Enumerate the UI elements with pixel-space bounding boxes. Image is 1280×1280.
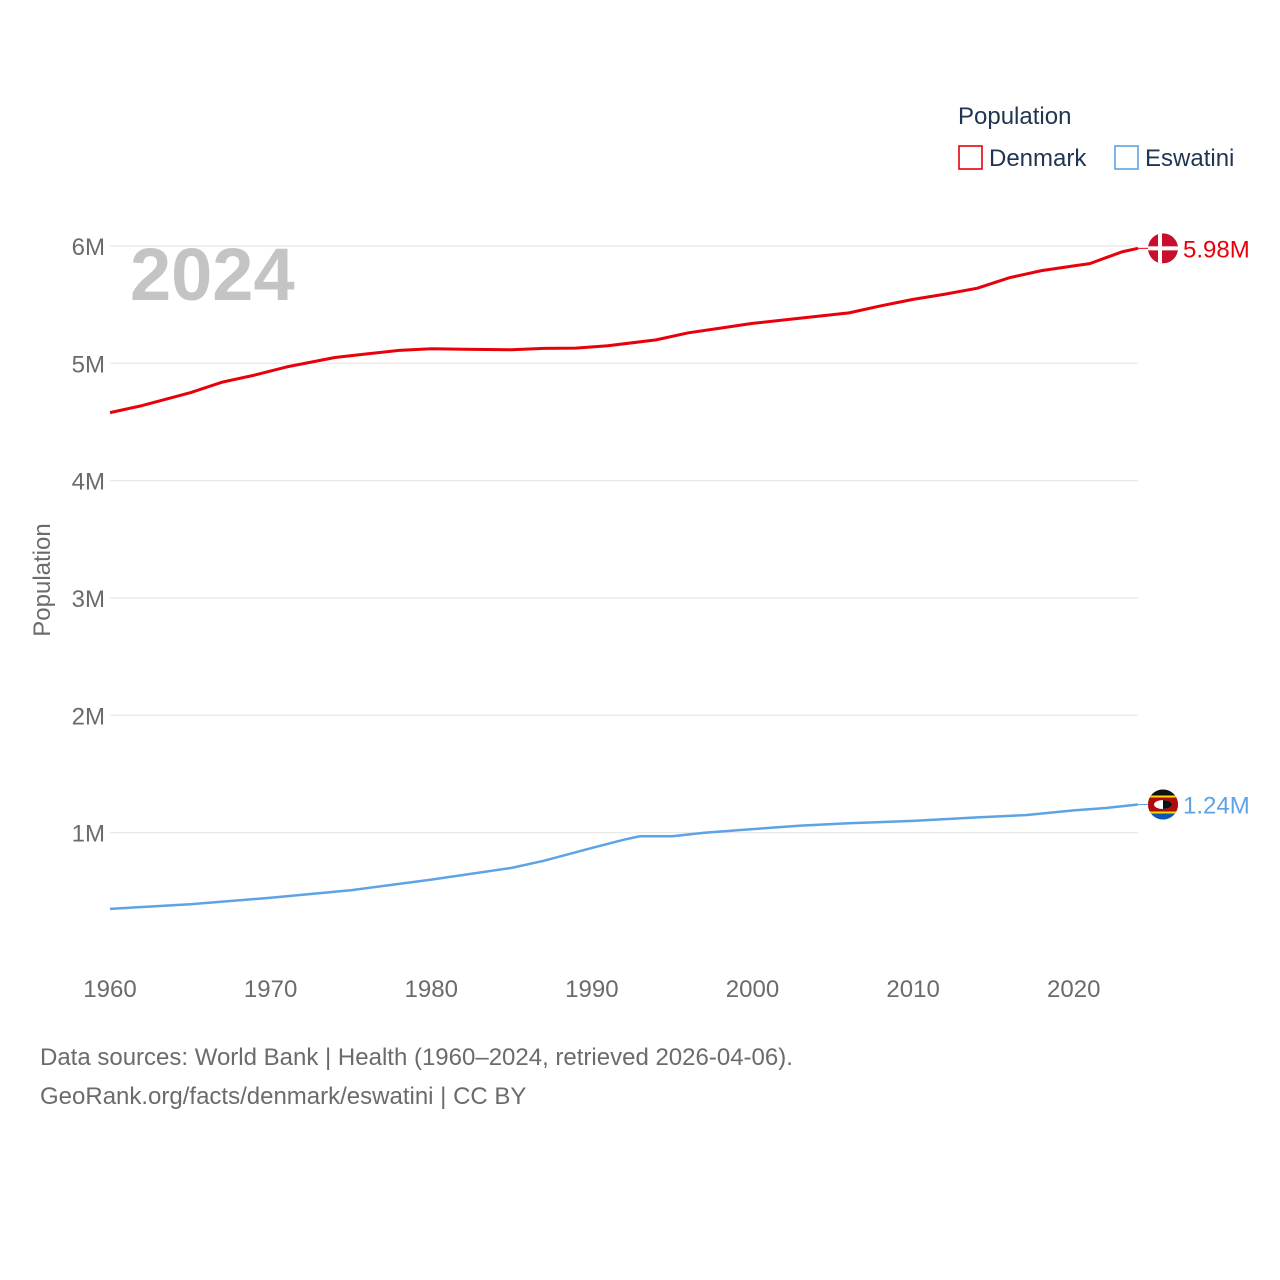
y-tick-label: 5M [72,351,105,378]
y-tick-label: 4M [72,469,105,496]
x-tick-label: 2000 [726,976,779,1003]
end-value-label: 5.98M [1183,236,1250,263]
year-watermark: 2024 [130,233,295,316]
y-axis-ticks: 1M 2M 3M 4M 5M 6M [72,234,105,848]
gridlines [110,245,1138,834]
y-tick-label: 3M [72,586,105,613]
legend-entry-denmark[interactable]: Denmark [989,145,1087,172]
y-axis-label: Population [29,523,56,636]
legend-swatch-denmark[interactable] [958,145,983,170]
legend-entry-eswatini[interactable]: Eswatini [1145,145,1234,172]
y-tick-label: 2M [72,703,105,730]
series-lines [109,246,1139,911]
x-tick-label: 1970 [244,976,297,1003]
y-tick-label: 6M [72,234,105,261]
data-source-note: Data sources: World Bank | Health (1960–… [40,1044,793,1071]
denmark-flag-icon [1148,233,1178,264]
legend: Population Denmark Eswatini [958,103,1234,172]
y-tick-label: 1M [72,821,105,848]
x-tick-label: 1980 [405,976,458,1003]
x-tick-label: 2010 [886,976,939,1003]
x-axis-ticks: 1960 1970 1980 1990 2000 2010 2020 [83,976,1100,1003]
series-endpoints: 5.98M 1.24M [1138,233,1250,820]
series-line-denmark [109,246,1139,415]
x-tick-label: 1990 [565,976,618,1003]
eswatini-flag-icon [1148,789,1178,820]
legend-title: Population [958,103,1071,130]
end-value-label: 1.24M [1183,793,1250,820]
source-url[interactable]: GeoRank.org/facts/denmark/eswatini | CC … [40,1083,527,1110]
x-tick-label: 1960 [83,976,136,1003]
series-line-eswatini [109,803,1139,911]
legend-swatch-eswatini[interactable] [1114,145,1139,170]
x-tick-label: 2020 [1047,976,1100,1003]
